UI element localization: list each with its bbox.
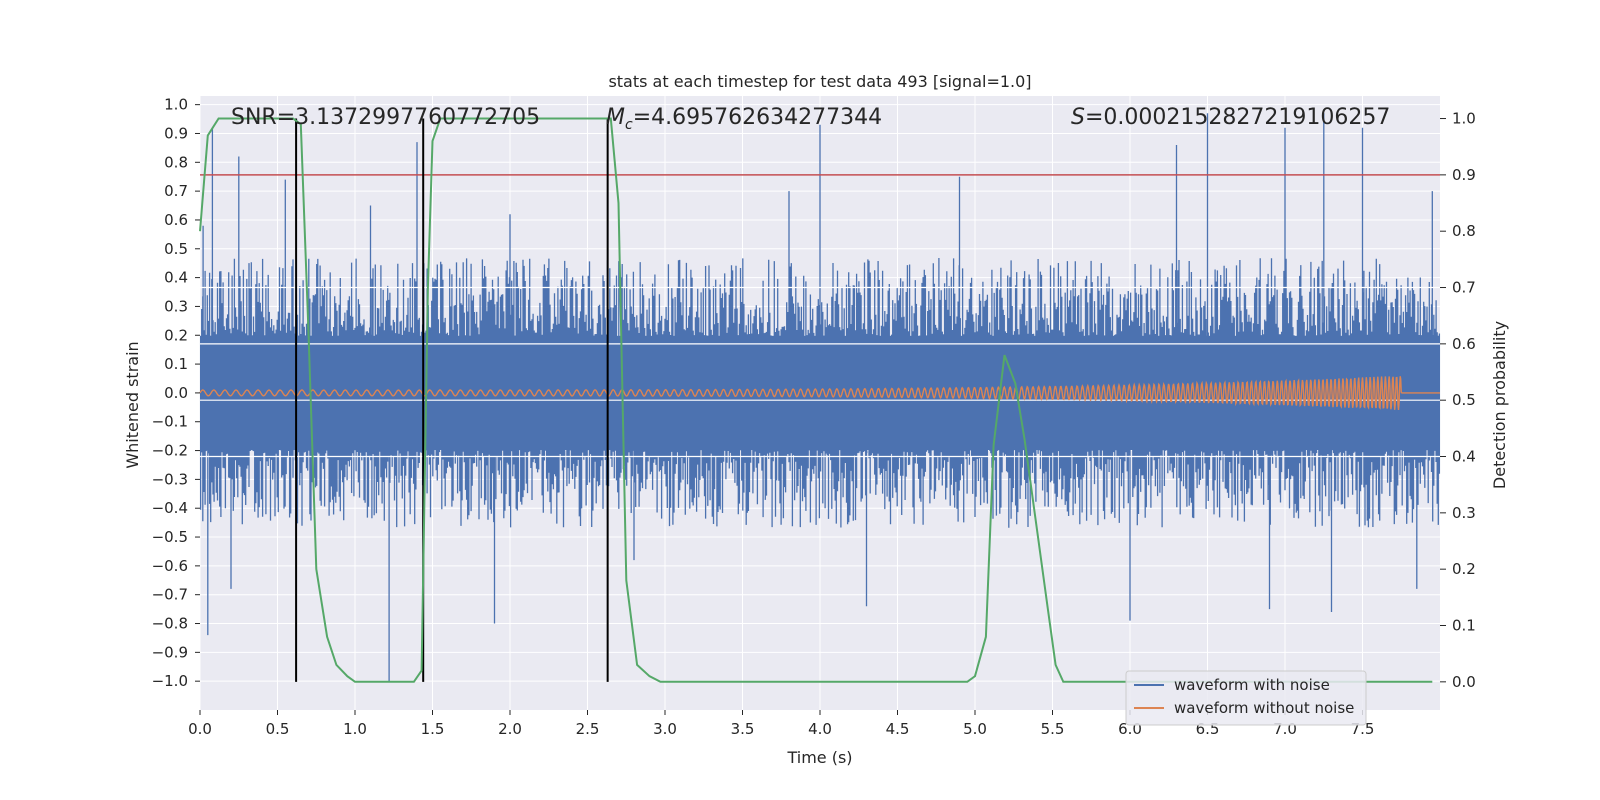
y2-tick-label: 0.4 (1452, 448, 1476, 466)
y-tick-label: −0.7 (152, 586, 188, 604)
y2-tick-label: 1.0 (1452, 110, 1476, 128)
y-tick-label: 0.2 (164, 326, 188, 344)
y-tick-label: 0.3 (164, 297, 188, 315)
x-tick-label: 4.5 (886, 720, 910, 738)
y2-tick-label: 0.9 (1452, 166, 1476, 184)
x-tick-label: 3.5 (731, 720, 755, 738)
y-tick-label: 1.0 (164, 96, 188, 114)
y-tick-label: 0.0 (164, 384, 188, 402)
y-tick-label: −0.6 (152, 557, 188, 575)
x-tick-label: 0.5 (266, 720, 290, 738)
y-axis-right: 1.0 0.9 0.8 0.7 0.6 0.5 0.4 0.3 0.2 0.1 0.0 (1440, 110, 1476, 691)
y-axis-label: Whitened strain (123, 341, 142, 468)
x-tick-label: 5.5 (1041, 720, 1065, 738)
s-symbol: S (1071, 105, 1085, 130)
y-axis-left: 1.0 0.9 0.8 0.7 0.6 0.5 0.4 0.3 0.2 0.1 0.0 −0.1 −0.… (152, 96, 200, 690)
s-value: =0.0002152827219106257 (1085, 105, 1390, 130)
y2-tick-label: 0.8 (1452, 222, 1476, 240)
y2-tick-label: 0.5 (1452, 391, 1476, 409)
x-axis-label: Time (s) (786, 748, 852, 767)
x-tick-label: 2.5 (576, 720, 600, 738)
y-tick-label: −0.2 (152, 442, 188, 460)
s-annotation: S=0.0002152827219106257 (1071, 105, 1390, 130)
x-tick-label: 1.0 (343, 720, 367, 738)
y-tick-label: −0.9 (152, 643, 188, 661)
y2-tick-label: 0.7 (1452, 279, 1476, 297)
y-tick-label: −0.8 (152, 615, 188, 633)
x-axis: 0.0 0.5 1.0 1.5 2.0 2.5 3.0 3.5 4.0 4.5 5.0 5.5 6.0 6… (188, 710, 1374, 738)
y-tick-label: 0.8 (164, 153, 188, 171)
y2-tick-label: 0.0 (1452, 673, 1476, 691)
x-tick-label: 0.0 (188, 720, 212, 738)
y-tick-label: 0.1 (164, 355, 188, 373)
y2-tick-label: 0.3 (1452, 504, 1476, 522)
y-tick-label: −0.3 (152, 470, 188, 488)
y-tick-label: 0.7 (164, 182, 188, 200)
y-tick-label: 0.4 (164, 269, 188, 287)
chirp-mass-value: =4.695762634277344 (633, 105, 882, 130)
y2-tick-label: 0.2 (1452, 560, 1476, 578)
y-tick-label: 0.6 (164, 211, 188, 229)
y-tick-label: −0.1 (152, 413, 188, 431)
series-waveform-without-noise (199, 376, 1440, 411)
series-detection-probability (199, 117, 1433, 683)
legend-label-noise: waveform with noise (1174, 676, 1330, 694)
y-tick-label: 0.5 (164, 240, 188, 258)
chirp-mass-symbol: M (606, 105, 625, 130)
y2-tick-label: 0.6 (1452, 335, 1476, 353)
legend-label-clean: waveform without noise (1174, 699, 1354, 717)
legend: waveform with noise waveform without noi… (1125, 670, 1367, 726)
x-tick-label: 2.0 (498, 720, 522, 738)
y-tick-label: −1.0 (152, 672, 188, 690)
secondary-gridlines (200, 286, 1440, 458)
chirp-mass-subscript: c (625, 117, 633, 133)
chart-title: stats at each timestep for test data 493… (608, 72, 1031, 91)
chirp-mass-annotation: Mc=4.695762634277344 (606, 105, 882, 133)
x-tick-label: 3.0 (653, 720, 677, 738)
y-tick-label: −0.4 (152, 499, 188, 517)
y2-axis-label: Detection probability (1490, 321, 1509, 489)
x-tick-label: 1.5 (421, 720, 445, 738)
snr-annotation: SNR=3.1372997760772705 (231, 105, 540, 130)
y2-tick-label: 0.1 (1452, 617, 1476, 635)
y-tick-label: 0.9 (164, 124, 188, 142)
x-tick-label: 5.0 (963, 720, 987, 738)
legend-box (1125, 670, 1367, 726)
y-tick-label: −0.5 (152, 528, 188, 546)
x-tick-label: 4.0 (808, 720, 832, 738)
